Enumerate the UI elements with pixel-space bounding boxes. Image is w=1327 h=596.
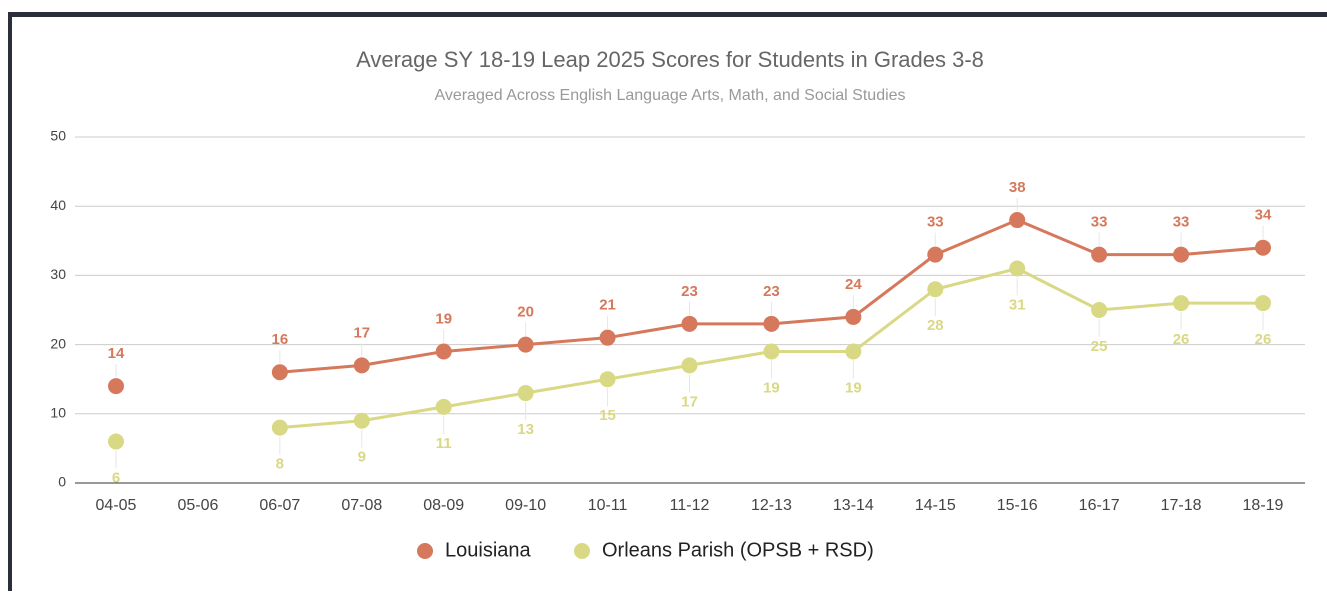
data-point bbox=[1091, 246, 1108, 263]
x-tick-label: 09-10 bbox=[505, 497, 546, 514]
data-point bbox=[271, 419, 288, 436]
data-label: 31 bbox=[1009, 296, 1026, 313]
data-label: 26 bbox=[1173, 331, 1190, 348]
x-tick-label: 13-14 bbox=[833, 497, 874, 514]
data-point bbox=[763, 343, 780, 360]
data-point bbox=[1009, 212, 1026, 229]
data-point bbox=[927, 246, 944, 263]
y-tick-label: 10 bbox=[50, 405, 66, 421]
x-tick-label: 17-18 bbox=[1161, 497, 1202, 514]
data-label: 19 bbox=[435, 310, 452, 327]
data-label: 8 bbox=[276, 456, 284, 473]
legend-label: Orleans Parish (OPSB + RSD) bbox=[602, 539, 874, 561]
data-label: 25 bbox=[1091, 338, 1108, 355]
y-tick-label: 50 bbox=[50, 128, 66, 144]
chart-title: Average SY 18-19 Leap 2025 Scores for St… bbox=[356, 47, 984, 72]
data-point bbox=[1091, 302, 1108, 318]
frame-left bbox=[8, 12, 12, 591]
data-label: 19 bbox=[845, 379, 862, 396]
data-point bbox=[1255, 239, 1271, 256]
x-tick-label: 06-07 bbox=[259, 497, 300, 514]
data-point bbox=[517, 385, 534, 402]
data-point bbox=[599, 371, 616, 388]
data-label: 23 bbox=[681, 283, 698, 300]
data-label: 15 bbox=[599, 407, 616, 424]
y-tick-label: 30 bbox=[50, 266, 66, 282]
data-label: 33 bbox=[1091, 214, 1108, 231]
data-label: 14 bbox=[108, 345, 125, 362]
x-tick-label: 15-16 bbox=[997, 497, 1038, 514]
legend-label: Louisiana bbox=[445, 539, 532, 561]
chart-subtitle: Averaged Across English Language Arts, M… bbox=[434, 87, 905, 104]
data-point bbox=[271, 364, 288, 381]
data-label: 26 bbox=[1255, 331, 1272, 348]
x-tick-label: 14-15 bbox=[915, 497, 956, 514]
data-point bbox=[1255, 295, 1271, 312]
x-tick-label: 08-09 bbox=[423, 497, 464, 514]
data-point bbox=[1009, 260, 1026, 277]
data-point bbox=[1173, 246, 1190, 263]
data-label: 11 bbox=[436, 435, 452, 452]
frame-top bbox=[8, 12, 1327, 17]
data-label: 38 bbox=[1009, 179, 1026, 196]
data-point bbox=[1173, 295, 1190, 312]
x-tick-label: 07-08 bbox=[341, 497, 382, 514]
x-tick-label: 10-11 bbox=[588, 497, 628, 514]
data-point bbox=[108, 433, 124, 450]
data-label: 17 bbox=[353, 324, 370, 341]
data-point bbox=[435, 398, 452, 415]
data-label: 34 bbox=[1255, 207, 1272, 224]
data-point bbox=[845, 308, 862, 325]
data-label: 33 bbox=[927, 214, 944, 231]
data-label: 19 bbox=[763, 379, 780, 396]
data-label: 21 bbox=[599, 297, 616, 314]
data-point bbox=[108, 378, 124, 395]
data-point bbox=[517, 336, 534, 353]
data-label: 9 bbox=[358, 449, 366, 466]
data-point bbox=[353, 357, 370, 374]
y-tick-label: 0 bbox=[58, 474, 66, 490]
data-point bbox=[353, 412, 370, 429]
data-point bbox=[435, 343, 452, 360]
data-label: 28 bbox=[927, 317, 944, 334]
data-label: 23 bbox=[763, 283, 780, 300]
data-label: 16 bbox=[272, 331, 289, 348]
x-tick-label: 04-05 bbox=[96, 497, 137, 514]
legend-swatch bbox=[417, 543, 433, 559]
x-tick-label: 12-13 bbox=[751, 497, 792, 514]
data-label: 20 bbox=[517, 304, 534, 321]
x-tick-label: 16-17 bbox=[1079, 497, 1120, 514]
data-label: 17 bbox=[681, 393, 698, 410]
data-point bbox=[763, 315, 780, 332]
data-label: 24 bbox=[845, 276, 862, 293]
data-point bbox=[927, 281, 944, 298]
x-tick-label: 05-06 bbox=[177, 497, 218, 514]
data-point bbox=[681, 315, 698, 332]
x-tick-label: 18-19 bbox=[1243, 497, 1284, 514]
data-label: 6 bbox=[112, 469, 120, 486]
y-tick-label: 20 bbox=[50, 335, 66, 351]
data-label: 13 bbox=[517, 421, 534, 438]
data-label: 33 bbox=[1173, 214, 1190, 231]
data-point bbox=[681, 357, 698, 374]
data-point bbox=[599, 329, 616, 346]
y-tick-label: 40 bbox=[50, 197, 66, 213]
legend-swatch bbox=[574, 543, 590, 559]
data-point bbox=[845, 343, 862, 360]
x-tick-label: 11-12 bbox=[670, 497, 710, 514]
